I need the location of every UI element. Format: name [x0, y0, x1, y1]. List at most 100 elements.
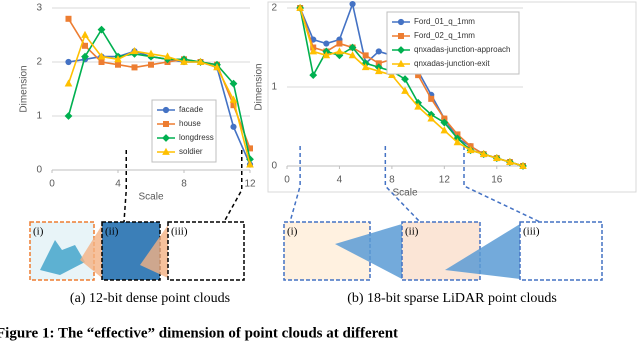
insets-right — [283, 221, 603, 281]
x-tick-label: 16 — [491, 175, 503, 186]
y-tick-label: 0 — [36, 165, 42, 176]
inset-label: (i) — [287, 226, 298, 238]
marker — [230, 123, 237, 130]
y-tick-label: 1 — [271, 82, 277, 93]
legend-marker — [163, 121, 169, 127]
marker — [414, 102, 422, 110]
figure-caption: Figure 1: The “effective” dimension of p… — [0, 325, 398, 341]
y-tick-label: 1 — [36, 111, 42, 122]
marker — [213, 63, 221, 71]
inset — [519, 221, 603, 281]
marker — [374, 66, 383, 75]
inset-label: (iii) — [523, 226, 540, 238]
legend-marker — [397, 46, 405, 54]
y-axis-label: Dimension — [19, 65, 30, 112]
marker — [322, 51, 331, 59]
insets-left — [29, 221, 245, 281]
x-tick-label: 8 — [181, 179, 187, 190]
inset-label: (ii) — [105, 226, 119, 238]
marker — [519, 161, 527, 169]
legend-marker — [162, 134, 170, 142]
marker — [427, 114, 436, 122]
y-tick-label: 2 — [271, 3, 277, 14]
legend-label: facade — [179, 105, 204, 114]
marker — [115, 61, 121, 68]
x-tick-label: 4 — [337, 175, 343, 186]
panel-caption: (a) 12-bit dense point clouds — [70, 291, 230, 306]
zoom-guide — [289, 146, 301, 223]
y-tick-label: 3 — [36, 3, 42, 14]
x-axis-label: Scale — [392, 188, 417, 199]
legend-label: qnxadas-junction-exit — [414, 59, 490, 68]
marker — [388, 70, 396, 79]
marker — [180, 57, 188, 65]
marker — [466, 145, 475, 154]
inset-label: (i) — [33, 226, 44, 238]
legend-marker — [162, 147, 170, 155]
marker — [492, 153, 501, 161]
marker — [348, 43, 357, 52]
marker — [401, 75, 409, 84]
zoom-guide — [384, 146, 421, 223]
x-axis-label: Scale — [138, 192, 163, 203]
legend-label: longdress — [179, 133, 214, 142]
inset — [167, 221, 245, 281]
marker — [64, 112, 73, 120]
zoom-wedge — [80, 225, 102, 278]
marker — [64, 79, 73, 87]
chart-frame — [267, 1, 637, 193]
x-tick-label: 12 — [439, 175, 451, 186]
marker — [196, 57, 205, 65]
marker — [82, 42, 88, 49]
panel-caption: (b) 18-bit sparse LiDAR point clouds — [347, 291, 557, 306]
x-tick-label: 0 — [49, 179, 55, 190]
marker — [229, 79, 238, 88]
zoom-guide — [223, 150, 243, 223]
x-tick-label: 4 — [115, 179, 121, 190]
legend-marker — [162, 106, 170, 114]
marker — [81, 30, 89, 38]
marker — [296, 3, 304, 11]
legend-label: Ford_02_q_1mm — [414, 31, 475, 40]
marker — [375, 48, 382, 55]
inset-label: (ii) — [405, 226, 419, 238]
marker — [246, 160, 254, 168]
y-tick-label: 0 — [271, 161, 277, 172]
legend-label: soldier — [179, 147, 203, 156]
marker — [309, 71, 318, 80]
marker — [114, 55, 122, 63]
marker — [309, 47, 318, 55]
marker — [361, 62, 370, 71]
marker — [401, 86, 409, 94]
marker — [81, 52, 89, 61]
inset-image — [40, 240, 85, 275]
marker — [229, 95, 238, 103]
marker — [349, 0, 356, 8]
x-tick-label: 0 — [284, 175, 290, 186]
marker — [97, 52, 106, 60]
marker — [148, 61, 154, 68]
marker — [428, 95, 435, 102]
marker — [440, 118, 449, 127]
marker — [65, 58, 72, 66]
marker — [506, 157, 514, 165]
marker — [163, 52, 172, 60]
series-line — [67, 33, 251, 165]
legend-label: qnxadas-junction-approach — [414, 45, 511, 54]
marker — [130, 46, 139, 55]
x-tick-label: 12 — [244, 179, 256, 190]
legend-marker — [397, 59, 405, 67]
marker — [336, 40, 343, 47]
marker — [98, 59, 105, 65]
zoom-wedge — [445, 224, 520, 279]
marker — [362, 52, 369, 59]
legend-label: Ford_01_q_1mm — [414, 17, 475, 26]
zoom-wedge — [140, 225, 168, 278]
series-line — [67, 28, 251, 160]
marker — [479, 149, 488, 158]
legend-marker — [398, 33, 404, 39]
marker — [97, 25, 106, 34]
